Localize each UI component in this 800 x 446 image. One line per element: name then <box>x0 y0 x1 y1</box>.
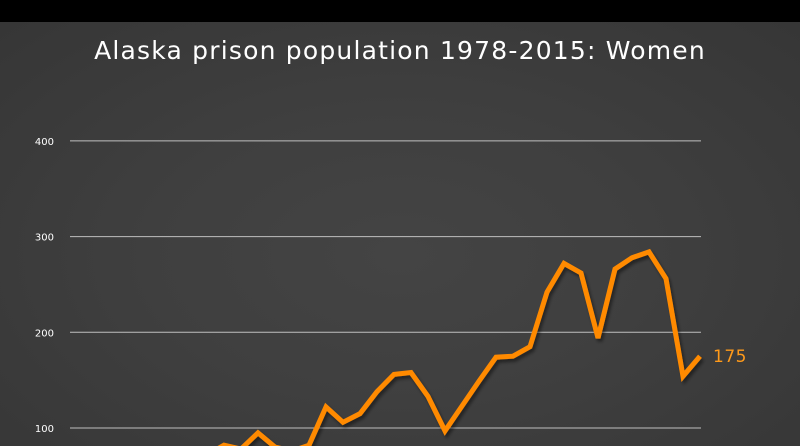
end-value-label: 175 <box>713 347 747 367</box>
y-tick-label: 200 <box>35 328 54 339</box>
y-tick-label: 400 <box>35 137 54 148</box>
chart-title: Alaska prison population 1978-2015: Wome… <box>94 36 706 65</box>
y-axis-tick-labels: 100 200 300 400 <box>35 137 54 435</box>
y-tick-label: 300 <box>35 233 54 244</box>
line-chart: 100 200 300 400 175 <box>35 137 747 446</box>
gridlines <box>70 140 701 429</box>
top-black-bar <box>0 0 800 22</box>
y-tick-label: 100 <box>35 424 54 435</box>
chart-slide: Alaska prison population 1978-2015: Wome… <box>0 22 800 446</box>
women-series-line <box>217 248 702 446</box>
